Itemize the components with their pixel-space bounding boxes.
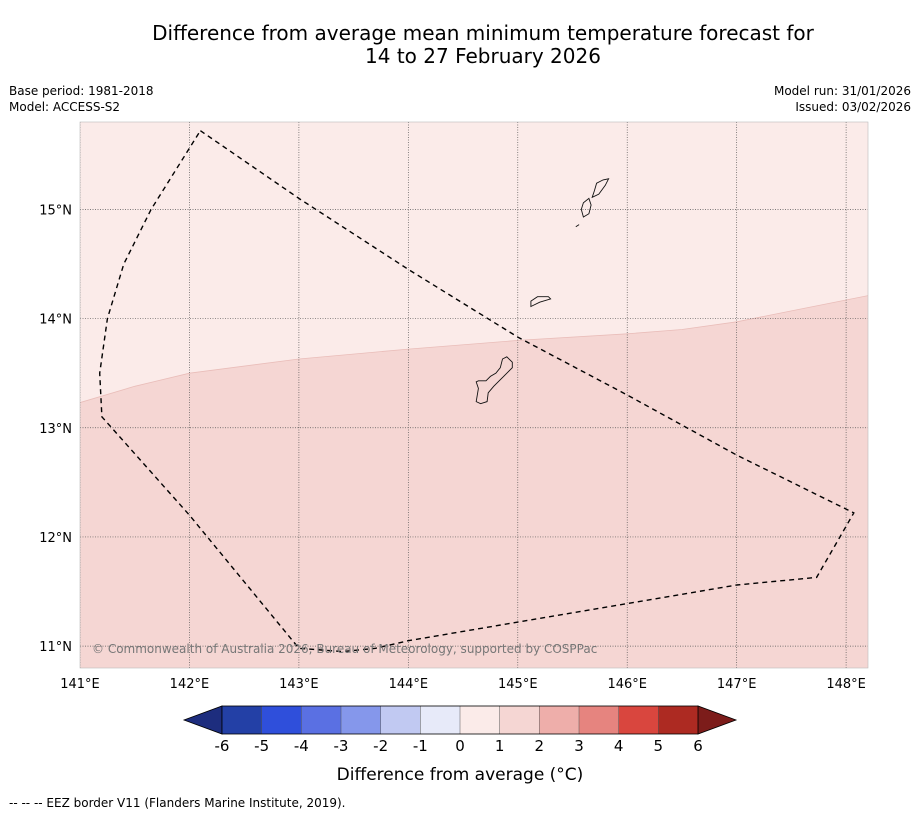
colorbar-tick-label: 6 xyxy=(693,737,703,755)
colorbar-swatch xyxy=(261,706,302,734)
map-clip-group: © Commonwealth of Australia 2026, Bureau… xyxy=(80,122,868,668)
island-outline-3 xyxy=(591,178,610,199)
colorbar-tick-label: -1 xyxy=(413,737,428,755)
colorbar-swatch xyxy=(658,706,699,734)
map-layer: © Commonwealth of Australia 2026, Bureau… xyxy=(79,121,869,669)
base-period: Base period: 1981-2018 xyxy=(9,84,154,98)
lon-tick-label: 144°E xyxy=(389,677,429,692)
colorbar-swatch xyxy=(618,706,659,734)
colorbar-swatch xyxy=(460,706,500,734)
colorbar-swatch xyxy=(380,706,421,734)
colorbar-outline xyxy=(221,705,699,735)
copyright-notice: © Commonwealth of Australia 2026, Bureau… xyxy=(92,642,597,656)
axis-labels: 141°E 142°E 143°E 144°E 145°E 146°E 147°E 148°E… xyxy=(39,203,866,692)
lon-tick-label: 148°E xyxy=(826,677,866,692)
colorbar-label: Difference from average (°C) xyxy=(337,765,584,785)
colorbar-swatch xyxy=(420,706,461,734)
island-outline-0 xyxy=(475,356,513,405)
map-frame xyxy=(79,121,869,669)
island-outline-1 xyxy=(530,296,552,308)
colorbar-over-arrow xyxy=(697,705,738,735)
colorbar-tick-label: -3 xyxy=(334,737,349,755)
colorbar-swatch xyxy=(341,706,381,734)
eez-border xyxy=(98,130,855,653)
lat-tick-label: 14°N xyxy=(39,313,72,328)
colorbar-tick-label: -4 xyxy=(294,737,309,755)
island-outline-2 xyxy=(580,197,592,218)
colorbar-tick-label: 0 xyxy=(455,737,465,755)
colorbar-tick-label: -5 xyxy=(254,737,269,755)
colorbar-swatch xyxy=(539,706,580,734)
colorbar-tick-label: 3 xyxy=(574,737,584,755)
lon-tick-label: 146°E xyxy=(607,677,647,692)
colorbar: -6 -5 -4 -3 -2 -1 0 1 2 3 4 5 6 Difference from avera… xyxy=(182,705,738,785)
colorbar-tick-label: 4 xyxy=(614,737,624,755)
lat-tick-label: 13°N xyxy=(39,422,72,437)
colorbar-tick-label: 5 xyxy=(654,737,664,755)
island-outline-4 xyxy=(575,224,580,228)
lat-tick-label: 12°N xyxy=(39,531,72,546)
colorbar-swatch xyxy=(301,706,342,734)
region-anomaly-1-to-2 xyxy=(80,295,868,668)
colorbar-tick-label: 1 xyxy=(495,737,505,755)
meta-right: Model run: 31/01/2026 Issued: 03/02/2026 xyxy=(774,83,911,115)
colorbar-swatch xyxy=(579,706,619,734)
issued-date: Issued: 03/02/2026 xyxy=(795,100,911,114)
lon-tick-label: 145°E xyxy=(498,677,538,692)
meta-left: Base period: 1981-2018 Model: ACCESS-S2 xyxy=(9,83,154,115)
title-line-1: Difference from average mean minimum tem… xyxy=(152,21,814,45)
lat-tick-label: 15°N xyxy=(39,203,72,218)
colorbar-tick-label: -2 xyxy=(373,737,388,755)
model-name: Model: ACCESS-S2 xyxy=(9,100,121,114)
model-run: Model run: 31/01/2026 xyxy=(773,84,911,98)
lat-tick-label: 11°N xyxy=(39,640,72,655)
colorbar-under-arrow xyxy=(182,705,223,735)
lon-tick-label: 147°E xyxy=(717,677,757,692)
footer-note: -- -- -- EEZ border V11 (Flanders Marine… xyxy=(9,796,346,810)
chart-title: Difference from average mean minimum tem… xyxy=(0,22,919,68)
lon-tick-label: 141°E xyxy=(60,677,100,692)
title-line-2: 14 to 27 February 2026 xyxy=(365,44,601,68)
lon-tick-label: 142°E xyxy=(170,677,210,692)
lon-tick-label: 143°E xyxy=(279,677,319,692)
colorbar-swatch xyxy=(499,706,540,734)
colorbar-swatch xyxy=(222,706,262,734)
colorbar-tick-label: -6 xyxy=(215,737,230,755)
colorbar-tick-label: 2 xyxy=(535,737,545,755)
